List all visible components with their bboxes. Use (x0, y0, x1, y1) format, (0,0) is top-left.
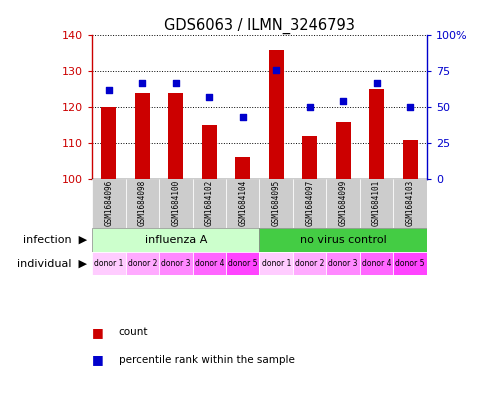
Text: ■: ■ (92, 353, 107, 366)
Text: GSM1684101: GSM1684101 (371, 180, 380, 226)
Text: GSM1684102: GSM1684102 (204, 180, 213, 226)
Text: donor 2: donor 2 (294, 259, 324, 268)
Text: influenza A: influenza A (144, 235, 207, 245)
Bar (92, 252, 125, 275)
Text: GSM1684098: GSM1684098 (137, 180, 147, 226)
Bar (393, 179, 426, 228)
Bar (359, 252, 393, 275)
Bar (393, 252, 426, 275)
Text: donor 2: donor 2 (127, 259, 157, 268)
Bar (335, 121, 350, 179)
Bar (192, 252, 226, 275)
Point (305, 104, 313, 110)
Bar (226, 179, 259, 228)
Bar (135, 93, 150, 179)
Point (205, 94, 212, 100)
Text: donor 5: donor 5 (394, 259, 424, 268)
Bar (125, 252, 159, 275)
Bar (168, 93, 183, 179)
Text: GSM1684095: GSM1684095 (271, 180, 280, 226)
Bar (292, 179, 326, 228)
Text: GSM1684096: GSM1684096 (104, 180, 113, 226)
Text: ■: ■ (92, 325, 107, 339)
Bar (268, 50, 283, 179)
Bar (326, 252, 359, 275)
Bar (201, 125, 216, 179)
Bar (292, 252, 326, 275)
Bar (326, 179, 359, 228)
Text: infection  ▶: infection ▶ (23, 235, 87, 245)
Text: donor 4: donor 4 (361, 259, 391, 268)
Point (372, 80, 379, 86)
Bar (235, 158, 250, 179)
Point (105, 87, 112, 93)
Text: GSM1684104: GSM1684104 (238, 180, 247, 226)
Bar (101, 107, 116, 179)
Bar (368, 89, 383, 179)
Text: donor 5: donor 5 (227, 259, 257, 268)
Bar (192, 179, 226, 228)
Text: donor 4: donor 4 (194, 259, 224, 268)
Bar (259, 179, 292, 228)
Text: count: count (119, 327, 148, 337)
Text: GSM1684103: GSM1684103 (405, 180, 414, 226)
Text: percentile rank within the sample: percentile rank within the sample (119, 354, 294, 365)
Text: GSM1684097: GSM1684097 (304, 180, 314, 226)
Bar (159, 179, 192, 228)
Text: donor 1: donor 1 (94, 259, 123, 268)
Bar (92, 179, 125, 228)
Point (405, 104, 413, 110)
Title: GDS6063 / ILMN_3246793: GDS6063 / ILMN_3246793 (164, 18, 354, 34)
Bar (92, 228, 259, 252)
Text: no virus control: no virus control (299, 235, 386, 245)
Text: GSM1684100: GSM1684100 (171, 180, 180, 226)
Point (338, 98, 346, 105)
Bar (125, 179, 159, 228)
Bar (302, 136, 317, 179)
Point (238, 114, 246, 120)
Bar (159, 252, 192, 275)
Bar (259, 228, 426, 252)
Text: GSM1684099: GSM1684099 (338, 180, 347, 226)
Text: individual  ▶: individual ▶ (17, 259, 87, 268)
Bar (259, 252, 292, 275)
Bar (402, 140, 417, 179)
Text: donor 3: donor 3 (161, 259, 190, 268)
Point (138, 80, 146, 86)
Point (171, 80, 179, 86)
Text: donor 1: donor 1 (261, 259, 290, 268)
Bar (359, 179, 393, 228)
Bar (226, 252, 259, 275)
Point (272, 67, 280, 73)
Text: donor 3: donor 3 (328, 259, 357, 268)
